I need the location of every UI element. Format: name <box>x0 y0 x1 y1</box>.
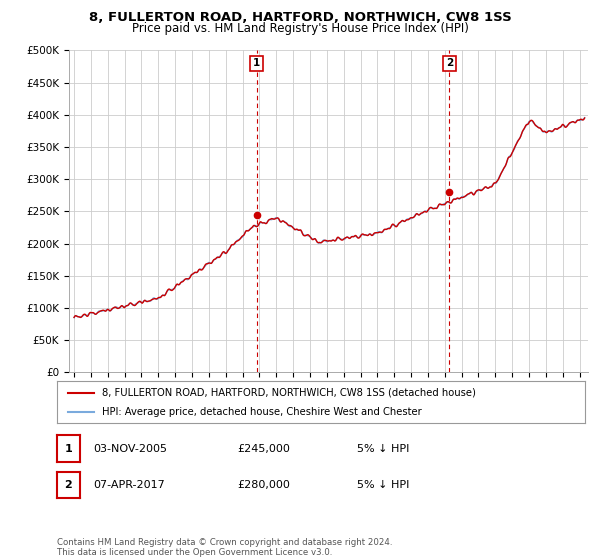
Text: 8, FULLERTON ROAD, HARTFORD, NORTHWICH, CW8 1SS (detached house): 8, FULLERTON ROAD, HARTFORD, NORTHWICH, … <box>102 388 476 398</box>
Text: 5% ↓ HPI: 5% ↓ HPI <box>357 480 409 490</box>
Text: Price paid vs. HM Land Registry's House Price Index (HPI): Price paid vs. HM Land Registry's House … <box>131 22 469 35</box>
Text: 5% ↓ HPI: 5% ↓ HPI <box>357 444 409 454</box>
Text: 1: 1 <box>65 444 72 454</box>
Text: 1: 1 <box>253 58 260 68</box>
Text: 2: 2 <box>65 480 72 490</box>
Text: Contains HM Land Registry data © Crown copyright and database right 2024.
This d: Contains HM Land Registry data © Crown c… <box>57 538 392 557</box>
Text: 2: 2 <box>446 58 453 68</box>
Text: 07-APR-2017: 07-APR-2017 <box>93 480 165 490</box>
Text: £280,000: £280,000 <box>237 480 290 490</box>
Text: £245,000: £245,000 <box>237 444 290 454</box>
Text: HPI: Average price, detached house, Cheshire West and Chester: HPI: Average price, detached house, Ches… <box>102 407 422 417</box>
Text: 8, FULLERTON ROAD, HARTFORD, NORTHWICH, CW8 1SS: 8, FULLERTON ROAD, HARTFORD, NORTHWICH, … <box>89 11 511 24</box>
Text: 03-NOV-2005: 03-NOV-2005 <box>93 444 167 454</box>
